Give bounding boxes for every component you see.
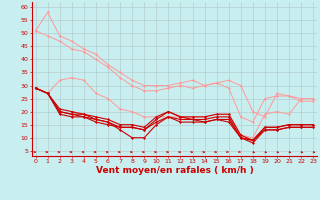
X-axis label: Vent moyen/en rafales ( km/h ): Vent moyen/en rafales ( km/h ) (96, 166, 253, 175)
